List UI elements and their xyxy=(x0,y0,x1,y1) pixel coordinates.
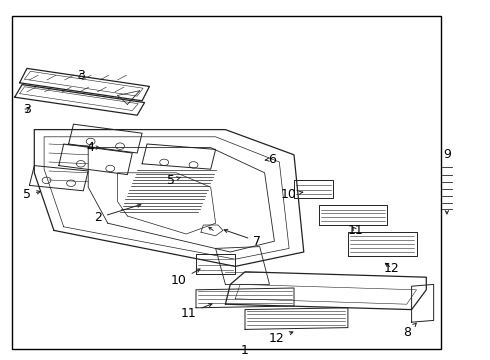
Text: 3: 3 xyxy=(77,69,85,82)
Text: 10: 10 xyxy=(281,188,303,201)
Text: 3: 3 xyxy=(23,103,31,116)
Text: 1: 1 xyxy=(241,345,249,357)
Text: 10: 10 xyxy=(171,269,200,287)
Text: 5: 5 xyxy=(23,188,40,201)
Text: 7: 7 xyxy=(224,229,261,248)
Text: 8: 8 xyxy=(403,323,416,339)
Text: 12: 12 xyxy=(384,262,400,275)
Text: 11: 11 xyxy=(181,303,212,320)
Text: 6: 6 xyxy=(265,153,276,166)
Text: 11: 11 xyxy=(347,224,363,237)
Text: 4: 4 xyxy=(87,141,100,154)
Text: 2: 2 xyxy=(94,204,141,224)
Text: 9: 9 xyxy=(443,148,451,161)
Text: 5: 5 xyxy=(168,174,181,186)
Text: 12: 12 xyxy=(269,332,293,345)
